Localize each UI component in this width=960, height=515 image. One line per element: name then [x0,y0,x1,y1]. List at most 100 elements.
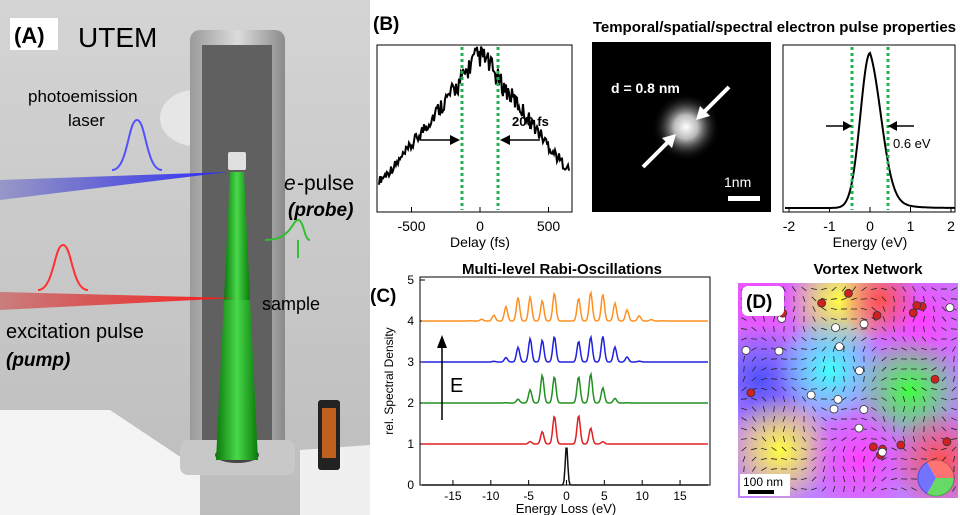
label: sample [262,294,320,314]
vortex-core [746,388,756,398]
spin-dash [902,436,906,442]
spin-dash [890,477,898,481]
spin-dash [911,386,917,392]
spin-dash [941,356,947,362]
spin-dash [751,456,757,462]
label-box [10,18,58,50]
spin-dash [921,286,927,292]
spin-dash [881,356,887,362]
spin-dash [951,287,957,291]
spin-dash [851,336,857,342]
spin-dash [821,327,827,331]
spin-dash [951,386,957,392]
spin-dash [791,347,797,351]
spin-dash [760,377,768,381]
spin-dash [803,405,805,413]
spin-dash [822,376,826,382]
arrowhead [437,335,447,348]
spin-dash [782,336,786,342]
vortex-core [774,346,784,356]
spin-dash [821,486,827,492]
panel-label: (A) [14,23,45,48]
x-tick-label: 10 [636,489,650,503]
spin-dash [860,298,868,300]
spin-dash [811,466,817,472]
spin-dash [843,485,845,493]
spin-dash [902,306,906,312]
spin-dash [952,346,956,352]
spin-dash [821,316,827,322]
spin-dash [931,357,937,361]
arrowhead [662,134,676,148]
spin-dash [800,458,808,460]
panel-title: Multi-level Rabi-Oscillations [462,261,662,278]
spin-dash [742,456,746,462]
spin-dash [842,476,846,482]
spin-dash [892,436,896,442]
color-wheel [927,459,955,478]
spin-dash [903,405,905,413]
vortex-core [855,366,864,376]
spin-dash [892,326,896,332]
spin-dash [871,346,877,352]
spin-dash [882,426,886,432]
spin-dash [871,407,877,411]
color-wheel [927,478,955,497]
spin-dash [843,375,845,383]
y-tick-label: 3 [407,355,414,369]
spin-dash [841,396,847,402]
spin-dash [902,395,906,403]
spin-dash [912,425,916,433]
x-tick-label: -10 [482,489,500,503]
spin-dash [853,455,855,463]
spin-dash [811,356,817,362]
spin-dash [760,387,768,391]
spin-dash [801,447,807,451]
vortex-core [896,440,906,450]
spin-dash [782,416,786,422]
spin-dash [891,447,897,451]
spin-dash [931,287,937,291]
spin-dash [761,367,767,371]
spin-dash [921,347,927,351]
e-beam-lower [216,300,258,460]
spin-dash [871,327,877,331]
spin-dash [850,408,858,410]
vortex-core [942,437,952,447]
spin-dash [821,447,827,451]
spin-dash [891,467,897,471]
x-tick-label: 0 [476,218,484,234]
y-tick-label: 4 [407,314,414,328]
spin-dash [862,346,866,352]
spin-dash [881,287,887,291]
spin-dash [812,306,816,312]
spin-dash [930,448,938,450]
spin-dash [872,376,876,382]
spin-dash [811,456,817,462]
x-tick-label: -2 [783,218,796,234]
spin-dash [830,417,838,421]
spin-dash [893,425,895,433]
panel-label: (B) [373,14,399,35]
spin-dash [952,456,956,462]
spin-dash [790,378,798,380]
spin-dash [892,296,896,302]
spin-dash [760,457,768,461]
spin-dash [882,306,886,312]
x-axis-label: Energy (eV) [833,234,908,250]
spin-dash [951,407,957,411]
spin-dash [833,365,835,373]
curve [422,289,708,322]
spin-dash [852,476,856,482]
spin-dash [821,427,827,431]
spin-dash [951,417,957,421]
vortex-core [854,423,864,433]
label: excitation pulse [6,321,144,343]
spin-dash [822,456,826,462]
spin-dash [931,337,937,341]
spin-dash [941,387,947,391]
spin-dash [902,416,906,422]
spin-dash [761,396,767,402]
spin-dash [811,426,817,432]
spin-dash [912,416,916,422]
